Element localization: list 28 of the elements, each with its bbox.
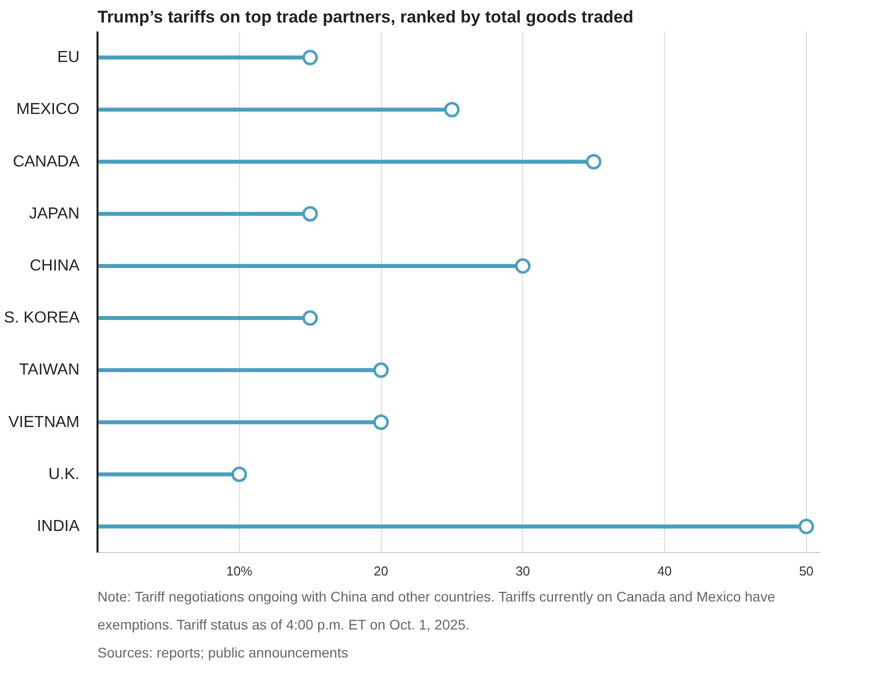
point [302, 310, 318, 326]
y-tick-label: INDIA [36, 518, 80, 535]
chart-title: Trump’s tariffs on top trade partners, ranked by total goods traded [98, 8, 634, 26]
x-tick-label: 20 [374, 564, 388, 578]
x-tick-label: 50 [799, 564, 814, 578]
y-tick-label: CHINA [30, 257, 80, 274]
x-tick-label: 10% [226, 564, 253, 578]
point [586, 154, 602, 170]
point [373, 414, 389, 430]
y-tick-label: EU [57, 49, 80, 66]
point [302, 50, 318, 66]
x-tick-label: 30 [516, 564, 530, 578]
y-tick-label: TAIWAN [19, 362, 80, 379]
source-note: Sources: reports; public announcements [98, 644, 348, 660]
point [373, 362, 389, 378]
x-tick-label: 40 [657, 564, 672, 578]
point [232, 466, 248, 482]
y-tick-label: MEXICO [16, 101, 80, 118]
y-tick-label: CANADA [12, 153, 80, 170]
point [444, 102, 460, 118]
y-tick-label: VIETNAM [8, 414, 80, 431]
point [798, 518, 814, 534]
text: Note: Tariff negotiations ongoing with China and other countries. Tariffs currently on Canada and Mexico have exemptions. Tariff status as of 4:00 p.m. ET on Oct. 1, 2025. [98, 588, 776, 632]
point [302, 206, 318, 222]
y-tick-label: U.K. [48, 466, 80, 483]
y-tick-label: JAPAN [29, 205, 80, 222]
y-tick-label: S. KOREA [4, 310, 80, 327]
point [515, 258, 531, 274]
